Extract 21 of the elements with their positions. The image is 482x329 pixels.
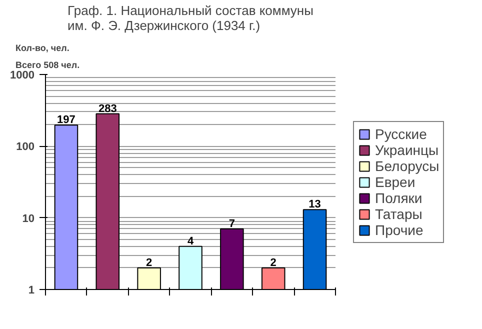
legend-label: Татары <box>375 206 422 222</box>
legend-label: Украинцы <box>375 142 439 158</box>
legend-label: Белорусы <box>375 158 440 174</box>
legend-label: Русские <box>375 126 427 142</box>
y-tick-label: 1 <box>28 284 35 296</box>
data-label: 197 <box>57 114 76 126</box>
data-label: 2 <box>270 256 276 269</box>
text: Всего 508 чел. <box>16 60 80 70</box>
data-label: 4 <box>187 235 194 248</box>
y-tick-label: 1000 <box>10 70 35 82</box>
y-tick-label: 10 <box>22 212 35 225</box>
legend-label: Прочие <box>375 222 424 238</box>
chart-title: Граф. 1. Национальный состав коммуны им. Ф. Э. Дзержинского (1934 г.) <box>68 3 314 33</box>
legend-label: Поляки <box>375 190 422 206</box>
data-label: 283 <box>98 102 117 115</box>
legend-label: Евреи <box>375 174 416 190</box>
y-axis-title: Кол-во, чел. <box>16 43 70 53</box>
y-tick-label: 100 <box>16 141 35 154</box>
data-label: 2 <box>146 256 152 269</box>
data-label: 7 <box>228 218 235 230</box>
data-label: 13 <box>308 198 321 211</box>
